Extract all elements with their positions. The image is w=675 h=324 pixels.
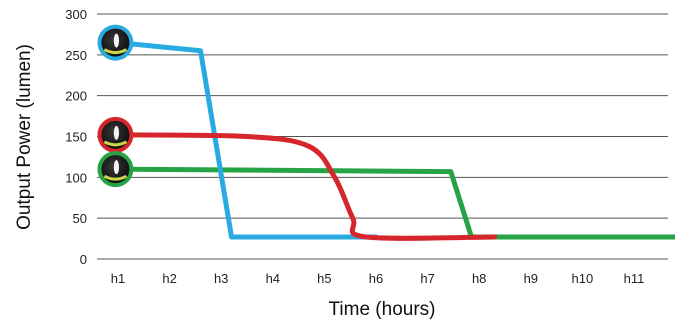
series-lines — [115, 40, 675, 241]
x-axis-label: Time (hours) — [329, 299, 436, 320]
x-tick-label: h5 — [317, 271, 331, 286]
series-line-3 — [115, 166, 675, 240]
y-tick-label: 100 — [65, 170, 87, 185]
flashlight-icon — [97, 116, 134, 153]
x-tick-label: h11 — [624, 271, 645, 286]
y-tick-label: 250 — [65, 48, 87, 63]
x-tick-label: h9 — [524, 271, 538, 286]
y-tick-label: 150 — [65, 130, 87, 145]
y-tick-label: 0 — [80, 252, 87, 267]
x-tick-label: h10 — [572, 271, 594, 286]
x-axis-ticks: h1 h2 h3 h4 h5 h6 h7 h8 h9 h10 h11 — [111, 271, 645, 286]
x-tick-label: h1 — [111, 271, 125, 286]
y-axis-ticks: 0 50 100 150 200 250 300 — [65, 7, 87, 267]
flashlight-icon — [97, 151, 134, 188]
x-tick-label: h3 — [214, 271, 228, 286]
y-axis-label: Output Power (lumen) — [14, 44, 35, 230]
x-tick-label: h8 — [472, 271, 486, 286]
series-line-1 — [115, 40, 379, 240]
y-tick-label: 300 — [65, 7, 87, 22]
x-tick-label: h4 — [266, 271, 280, 286]
x-tick-label: h2 — [162, 271, 176, 286]
x-tick-label: h7 — [420, 271, 434, 286]
y-tick-label: 50 — [73, 211, 87, 226]
series-markers — [97, 24, 134, 188]
y-tick-label: 200 — [65, 89, 87, 104]
flashlight-icon — [97, 24, 134, 61]
x-tick-label: h6 — [369, 271, 383, 286]
series-line-2 — [115, 132, 498, 241]
